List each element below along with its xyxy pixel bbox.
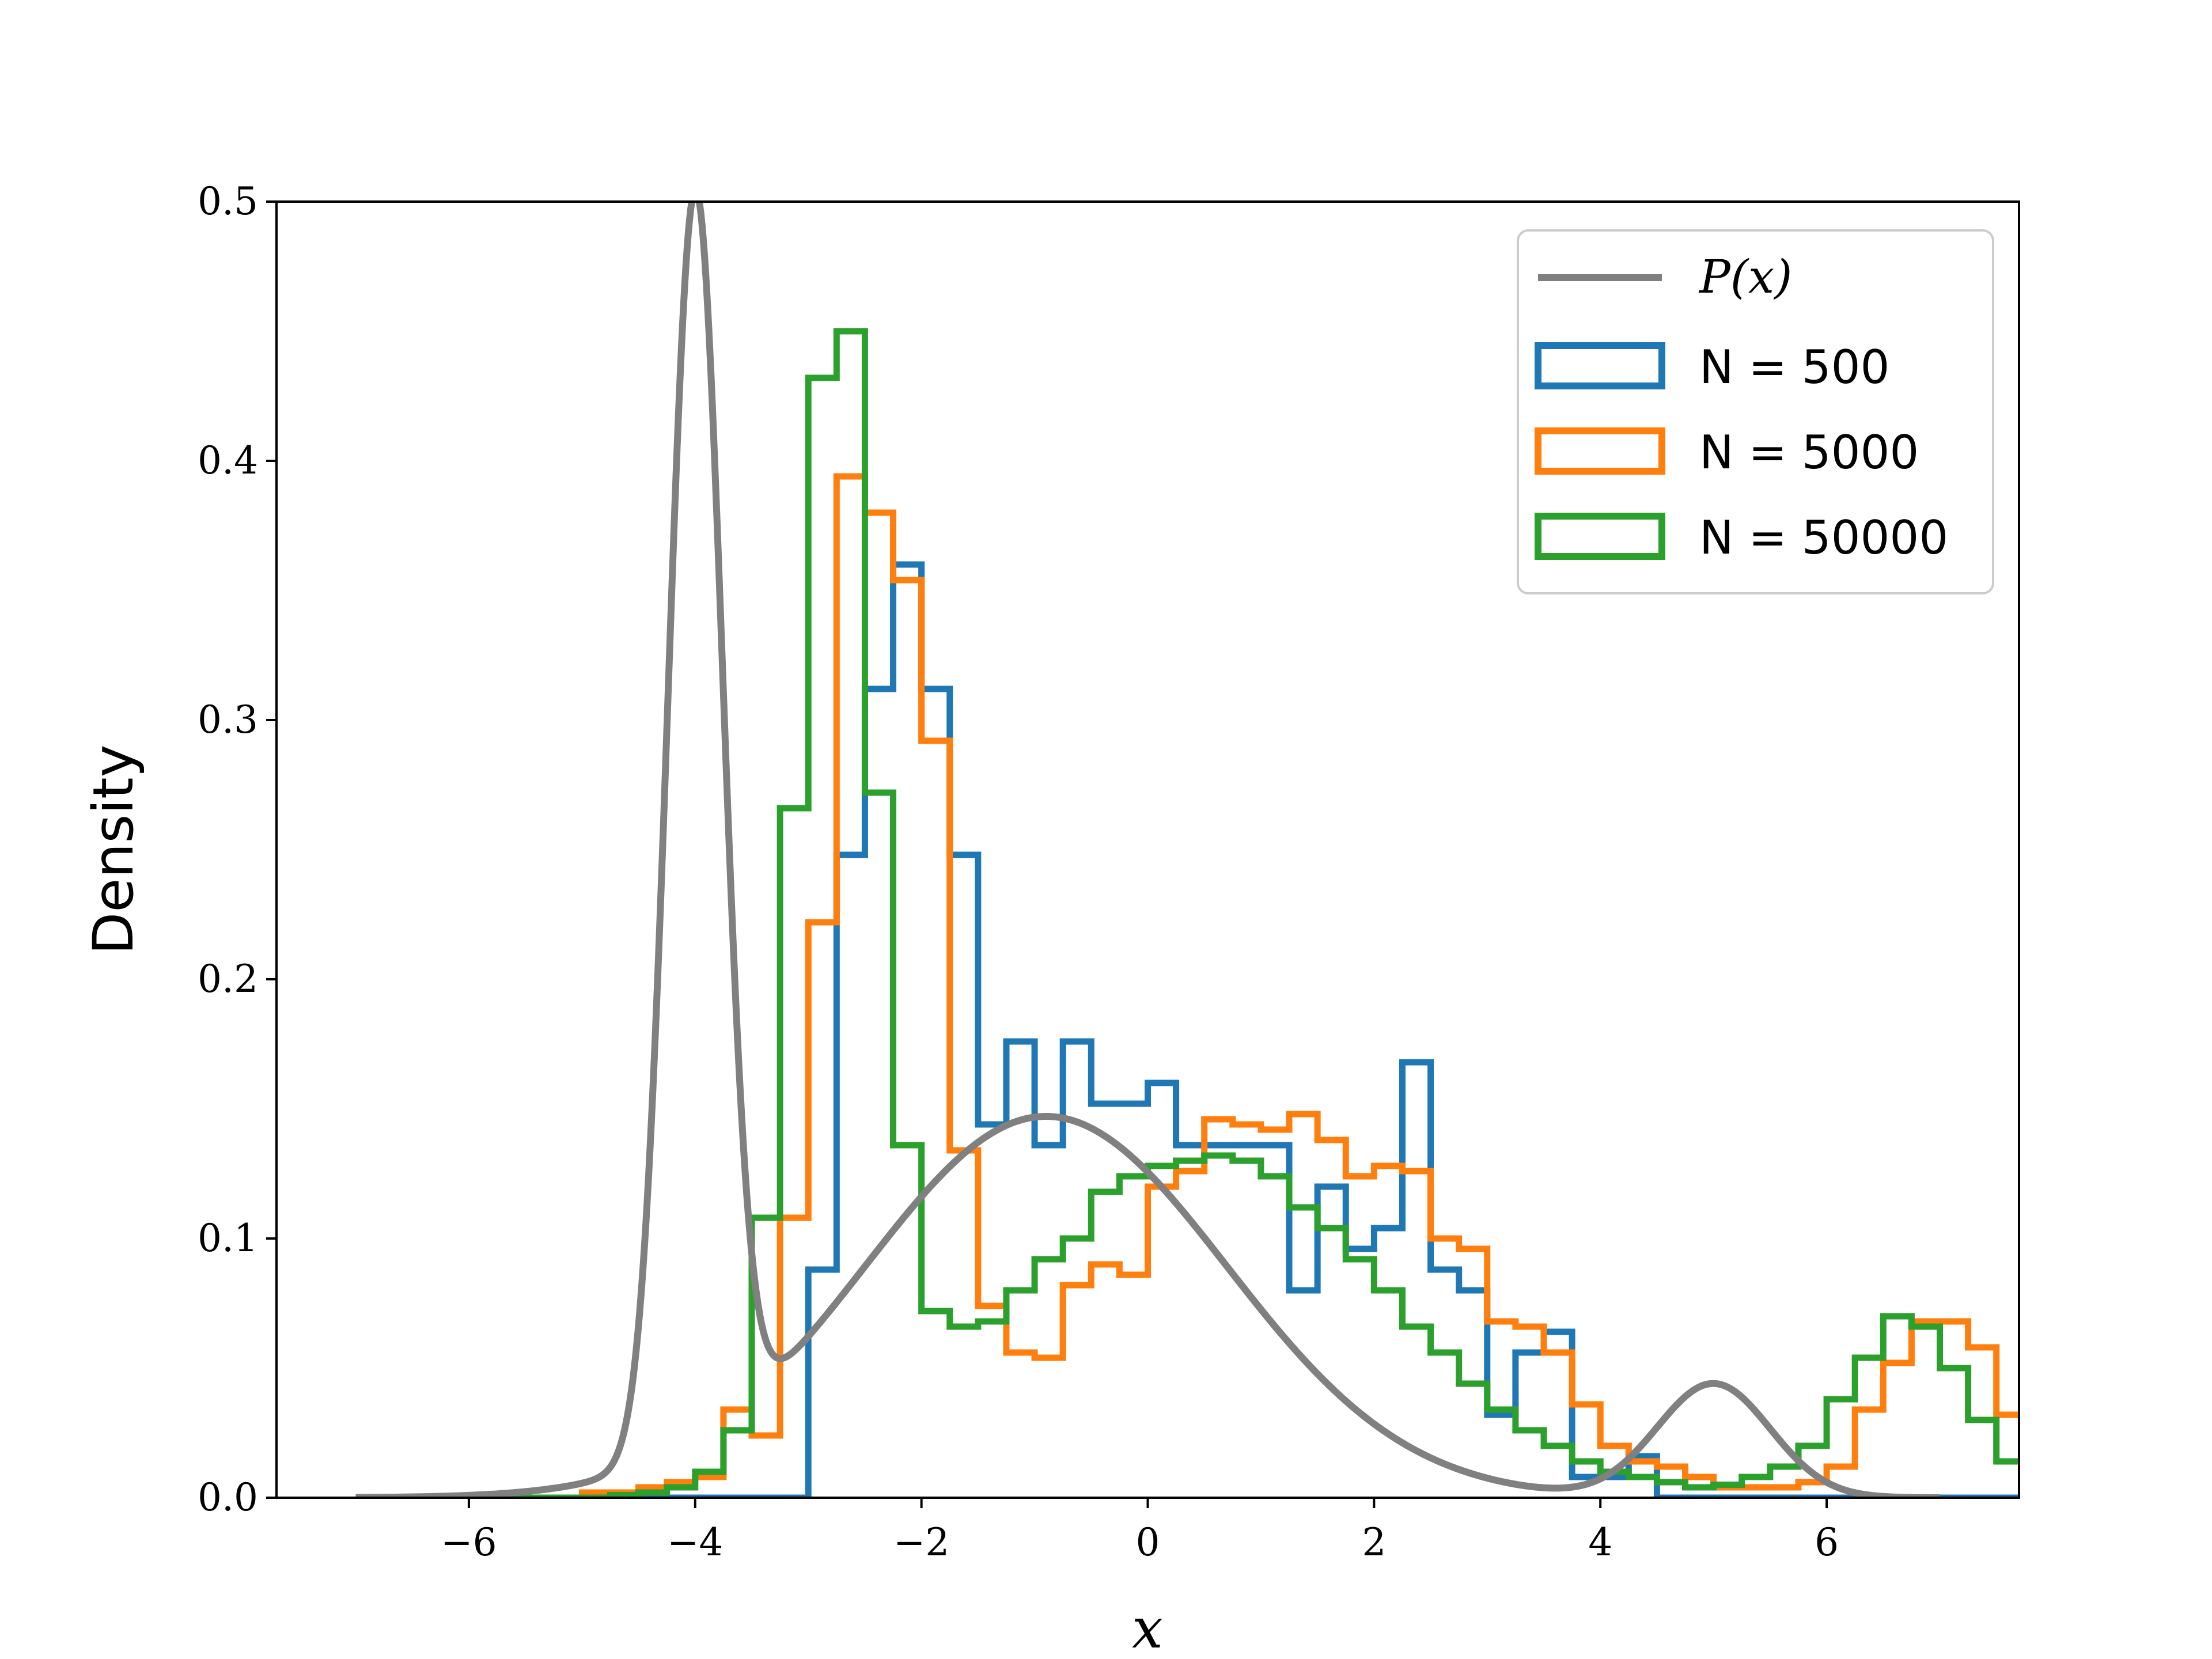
legend-label-n5000: N = 5000	[1699, 426, 1919, 479]
y-tick-label: 0.3	[198, 698, 258, 742]
ticks-layer: −6 −4 −2 0 2 4 6 0.0 0.1 0.2 0.3 0.4 0.5	[198, 179, 1839, 1565]
histogram-series-0	[355, 561, 2019, 1498]
legend-label-n500: N = 500	[1699, 340, 1889, 394]
x-tick-label: 6	[1815, 1520, 1839, 1565]
y-tick-label: 0.0	[198, 1475, 258, 1520]
y-tick-label: 0.4	[198, 438, 258, 483]
x-tick-label: 0	[1136, 1520, 1160, 1565]
legend-swatch-n50000	[1535, 513, 1665, 560]
x-axis-title: x	[1132, 1596, 1163, 1659]
legend-label-n50000: N = 50000	[1699, 511, 1948, 565]
pdf-curve	[355, 202, 1940, 1498]
legend-label-pdf: P(x)	[1698, 250, 1792, 304]
y-tick-label: 0.5	[198, 179, 258, 224]
series-layer	[355, 202, 2019, 1498]
x-tick-label: 4	[1588, 1520, 1612, 1565]
y-tick-label: 0.2	[198, 957, 258, 1001]
x-tick-label: −4	[667, 1520, 723, 1565]
x-tick-label: −2	[893, 1520, 949, 1565]
x-tick-label: 2	[1362, 1520, 1386, 1565]
legend-swatch-n500	[1535, 342, 1665, 389]
legend: P(x) N = 500 N = 5000 N = 50000	[1517, 229, 1994, 594]
y-tick-label: 0.1	[198, 1216, 258, 1260]
x-tick-label: −6	[441, 1520, 497, 1565]
y-axis-title: Density	[81, 745, 146, 955]
legend-swatch-n5000	[1535, 427, 1665, 475]
legend-box	[1517, 229, 1994, 594]
